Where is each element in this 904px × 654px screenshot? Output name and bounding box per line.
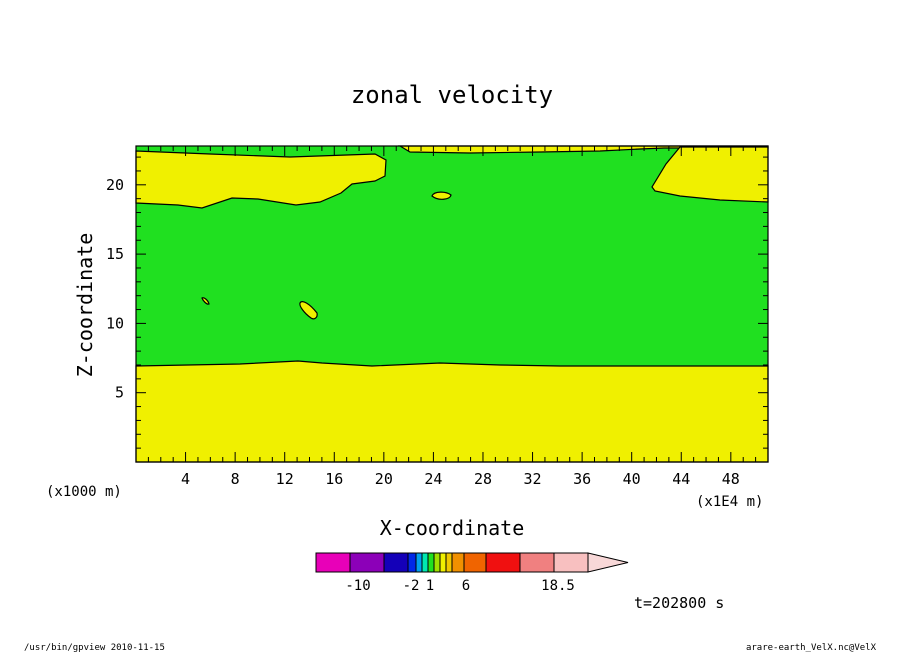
- colorbar-segment: [349, 552, 385, 573]
- time-label: t=202800 s: [634, 594, 724, 612]
- colorbar-label: -2: [403, 578, 420, 594]
- axis-ticks: [136, 146, 768, 462]
- colorbar-segment: [519, 552, 555, 573]
- colorbar-label: 6: [462, 578, 470, 594]
- colorbar-segment: [407, 552, 417, 573]
- x-tick-label: 36: [573, 470, 591, 488]
- y-tick-labels: 5 10 15 20: [106, 176, 124, 402]
- footer-right: arare-earth_VelX.nc@VelX: [746, 643, 877, 653]
- colorbar-segment: [421, 552, 429, 573]
- x-tick-label: 12: [276, 470, 294, 488]
- contour-blob-1: [431, 191, 452, 200]
- colorbar-segment: [439, 552, 447, 573]
- x-tick-label: 8: [231, 470, 240, 488]
- colorbar-segment: [315, 552, 351, 573]
- x-tick-label: 24: [424, 470, 442, 488]
- x-tick-label: 20: [375, 470, 393, 488]
- x-tick-label: 32: [524, 470, 542, 488]
- colorbar-segment: [383, 552, 409, 573]
- colorbar-segment: [485, 552, 521, 573]
- contour-blob-2: [299, 301, 318, 320]
- x-scale-note-right: (x1E4 m): [696, 494, 763, 510]
- colorbar-segment: [553, 552, 589, 573]
- y-tick-label: 20: [106, 176, 124, 194]
- x-scale-note-left: (x1000 m): [46, 484, 122, 500]
- colorbar-label: 18.5: [541, 578, 575, 594]
- x-tick-label: 4: [181, 470, 190, 488]
- colorbar-labels: -10 -2 1 6 18.5: [345, 578, 575, 594]
- y-tick-label: 5: [115, 384, 124, 402]
- chart-title: zonal velocity: [351, 81, 553, 109]
- colorbar-segment: [445, 552, 453, 573]
- colorbar-segment: [451, 552, 465, 573]
- x-tick-label: 40: [623, 470, 641, 488]
- contour-blob-3: [201, 297, 210, 305]
- colorbar-segment: [415, 552, 423, 573]
- colorbar-segment: [433, 552, 441, 573]
- x-tick-labels: 4 8 12 16 20 24 28 32 36 40 44 48: [181, 470, 740, 488]
- colorbar-arrow: [587, 552, 629, 573]
- x-tick-label: 48: [722, 470, 740, 488]
- colorbar: [315, 552, 629, 573]
- x-tick-label: 16: [325, 470, 343, 488]
- footer-left: /usr/bin/gpview 2010-11-15: [24, 643, 165, 653]
- contour-upper-left-yellow: [135, 150, 387, 209]
- colorbar-segment: [427, 552, 435, 573]
- y-tick-label: 15: [106, 245, 124, 263]
- colorbar-label: 1: [426, 578, 434, 594]
- y-axis-label: Z-coordinate: [73, 233, 97, 378]
- x-tick-label: 44: [672, 470, 690, 488]
- y-tick-label: 10: [106, 314, 124, 332]
- x-axis-label: X-coordinate: [380, 516, 525, 540]
- colorbar-label: -10: [345, 578, 370, 594]
- contour-lower-yellow: [135, 360, 769, 463]
- colorbar-segment: [463, 552, 487, 573]
- plot-frame: [135, 145, 769, 463]
- x-tick-label: 28: [474, 470, 492, 488]
